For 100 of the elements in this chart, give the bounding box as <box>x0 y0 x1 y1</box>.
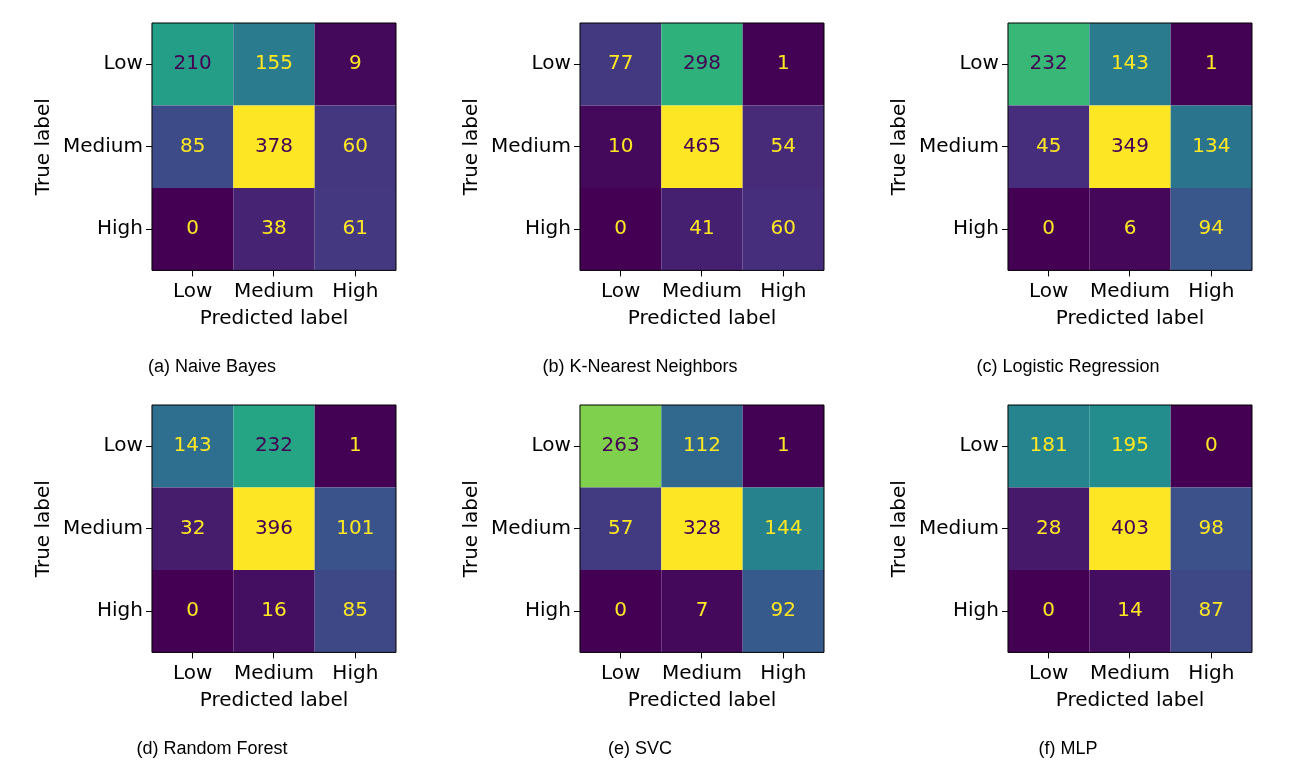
y-tick-label: Medium <box>62 132 143 157</box>
data-label: 1 <box>348 432 362 457</box>
y-tick-label: High <box>525 215 571 240</box>
x-axis-title: Predicted label <box>199 304 349 329</box>
x-tick-label: Low <box>600 277 641 302</box>
data-label: 32 <box>179 514 206 539</box>
y-axis-title: True label <box>30 480 55 579</box>
data-label: 7 <box>695 597 709 622</box>
x-tick-label: High <box>760 659 807 684</box>
data-label: 38 <box>261 215 287 240</box>
data-label: 0 <box>186 597 200 622</box>
data-label: 328 <box>682 514 722 539</box>
data-label: 403 <box>1110 514 1150 539</box>
x-axis-title: Predicted label <box>199 686 349 711</box>
x-tick-label: Low <box>600 659 641 684</box>
x-tick-label: Medium <box>1089 277 1170 302</box>
y-tick-label: Low <box>531 50 571 75</box>
y-tick-label: High <box>953 597 999 622</box>
x-axis-title: Predicted label <box>627 686 777 711</box>
y-tick-label: Medium <box>62 514 143 539</box>
data-label: 378 <box>254 132 294 157</box>
data-label: 10 <box>607 132 634 157</box>
y-tick-label: Medium <box>490 514 571 539</box>
data-label: 9 <box>348 50 362 75</box>
data-label: 61 <box>342 215 369 240</box>
data-label: 87 <box>1198 597 1225 622</box>
x-tick-label: Low <box>172 277 213 302</box>
data-label: 0 <box>186 215 200 240</box>
data-label: 1 <box>776 432 790 457</box>
data-label: 98 <box>1198 514 1225 539</box>
data-label: 92 <box>770 597 797 622</box>
text: (a) Naive Bayes <box>147 356 277 377</box>
data-label: 396 <box>254 514 294 539</box>
x-tick-label: Medium <box>1089 659 1170 684</box>
y-tick-label: High <box>97 215 143 240</box>
y-tick-label: High <box>525 597 571 622</box>
data-label: 0 <box>1042 215 1056 240</box>
x-tick-label: Low <box>172 659 213 684</box>
data-label: 0 <box>614 597 628 622</box>
data-label: 28 <box>1035 514 1062 539</box>
x-tick-label: High <box>1188 277 1235 302</box>
data-label: 0 <box>1204 432 1218 457</box>
x-tick-label: High <box>332 277 379 302</box>
data-label: 60 <box>770 215 797 240</box>
data-label: 155 <box>254 50 294 75</box>
y-tick-label: Low <box>531 432 571 457</box>
y-axis-title: True label <box>458 98 483 197</box>
data-label: 54 <box>770 132 797 157</box>
x-axis-title: Predicted label <box>1055 686 1205 711</box>
data-label: 144 <box>764 514 803 539</box>
x-axis-title: Predicted label <box>627 304 777 329</box>
y-tick-label: Medium <box>490 132 571 157</box>
text: (d) Random Forest <box>136 738 288 759</box>
data-label: 60 <box>342 132 369 157</box>
y-tick-label: Medium <box>918 514 999 539</box>
data-label: 1 <box>1204 50 1218 75</box>
data-label: 77 <box>607 50 634 75</box>
data-label: 0 <box>614 215 628 240</box>
text: (b) K-Nearest Neighbors <box>542 356 738 377</box>
data-label: 85 <box>179 132 206 157</box>
data-label: 143 <box>1110 50 1150 75</box>
data-label: 41 <box>689 215 715 240</box>
data-label: 0 <box>1042 597 1056 622</box>
x-tick-label: Low <box>1028 277 1069 302</box>
y-tick-label: Medium <box>918 132 999 157</box>
y-tick-label: High <box>97 597 143 622</box>
y-tick-label: Low <box>103 50 143 75</box>
x-tick-label: High <box>760 277 807 302</box>
text: (f) MLP <box>1038 738 1098 759</box>
data-label: 134 <box>1192 132 1231 157</box>
y-axis-title: True label <box>886 98 911 197</box>
data-label: 195 <box>1110 432 1150 457</box>
x-tick-label: High <box>1188 659 1235 684</box>
data-label: 263 <box>601 432 640 457</box>
y-tick-label: Low <box>959 50 999 75</box>
y-axis-title: True label <box>886 480 911 579</box>
data-label: 298 <box>682 50 722 75</box>
y-tick-label: High <box>953 215 999 240</box>
x-tick-label: Medium <box>661 659 742 684</box>
x-tick-label: Medium <box>233 659 314 684</box>
x-tick-label: Low <box>1028 659 1069 684</box>
data-label: 16 <box>261 597 287 622</box>
data-label: 101 <box>336 514 375 539</box>
x-axis-title: Predicted label <box>1055 304 1205 329</box>
data-label: 1 <box>776 50 790 75</box>
data-label: 6 <box>1123 215 1137 240</box>
x-tick-label: High <box>332 659 379 684</box>
text: (c) Logistic Regression <box>976 356 1160 377</box>
data-label: 94 <box>1198 215 1225 240</box>
data-label: 57 <box>607 514 634 539</box>
data-label: 232 <box>254 432 294 457</box>
data-label: 210 <box>173 50 212 75</box>
data-label: 349 <box>1110 132 1150 157</box>
x-tick-label: Medium <box>233 277 314 302</box>
data-label: 45 <box>1035 132 1062 157</box>
data-label: 181 <box>1029 432 1068 457</box>
y-axis-title: True label <box>458 480 483 579</box>
x-tick-label: Medium <box>661 277 742 302</box>
data-label: 232 <box>1029 50 1068 75</box>
data-label: 112 <box>682 432 722 457</box>
